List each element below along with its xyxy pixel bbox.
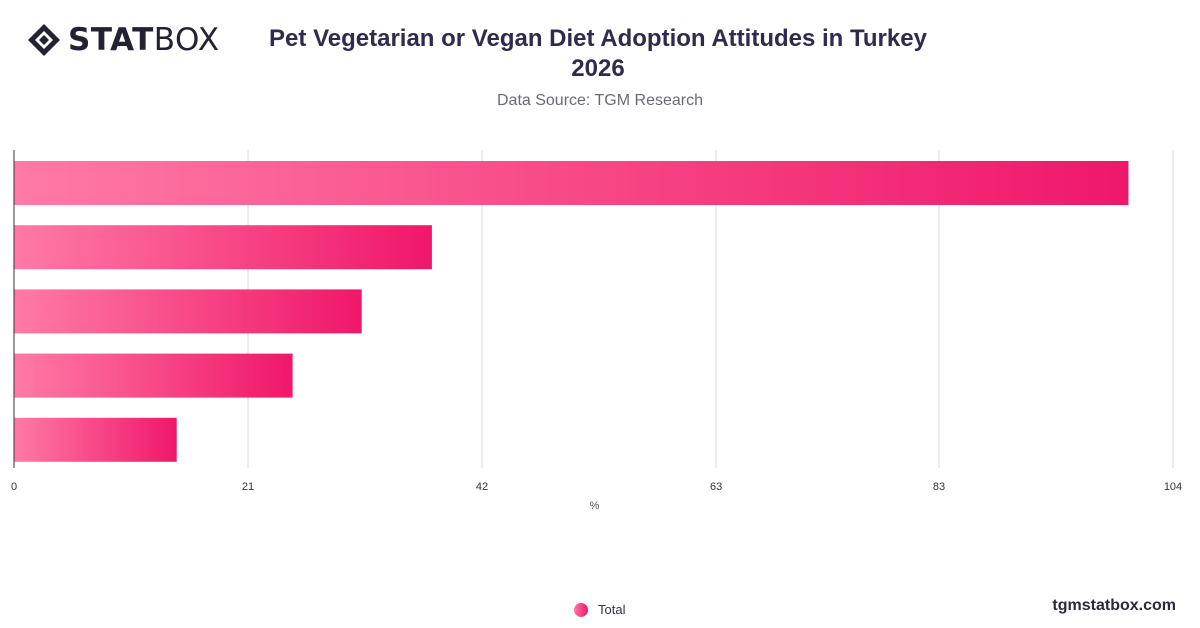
x-tick-label: 63: [710, 481, 722, 493]
legend-swatch: [574, 602, 588, 617]
x-tick-label: 104: [1164, 481, 1182, 493]
logo-bold-text: STAT: [68, 22, 154, 58]
x-axis-title: %: [590, 500, 600, 512]
x-tick-label: 42: [476, 481, 488, 493]
legend-label-total: Total: [598, 602, 626, 617]
bar: [14, 289, 362, 334]
chart-subtitle: Data Source: TGM Research: [496, 92, 703, 109]
website-credit: tgmstatbox.com: [1052, 597, 1176, 614]
bars: [14, 161, 1129, 462]
logo-light-text: BOX: [153, 22, 220, 58]
statbox-logo: STATBOX: [26, 22, 220, 58]
axis-labels: 0 21 42 63 83 104%: [11, 481, 1182, 512]
logo-wordmark: STATBOX: [68, 22, 220, 58]
x-tick-label: 83: [933, 481, 945, 493]
statbox-diamond-icon: [28, 24, 60, 56]
chart-title: Pet Vegetarian or Vegan Diet Adoption At…: [269, 25, 927, 82]
x-tick-label: 21: [242, 481, 254, 493]
x-tick-label: 0: [11, 481, 17, 493]
bar: [14, 161, 1129, 205]
bar: [14, 417, 177, 462]
bar: [14, 353, 293, 398]
bar: [14, 225, 432, 270]
chart-legend[interactable]: Total: [574, 602, 625, 617]
bar-chart: 0 21 42 63 83 104%: [11, 150, 1182, 512]
